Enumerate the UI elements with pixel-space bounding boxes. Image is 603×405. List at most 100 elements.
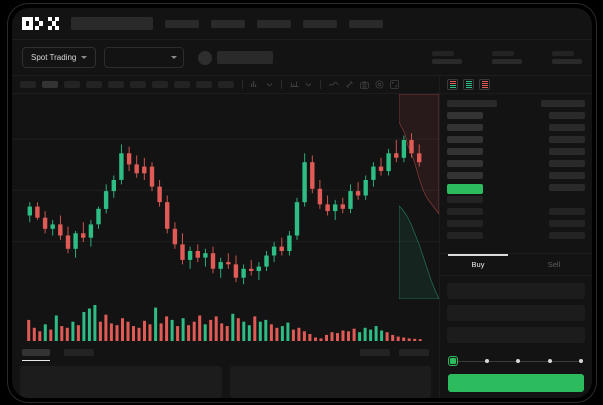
timeframe-button-active[interactable]: [42, 81, 58, 88]
trading-mode-label: Spot Trading: [31, 53, 77, 62]
search-input[interactable]: [71, 17, 153, 30]
stat-label: [552, 51, 574, 56]
magnet-icon[interactable]: [345, 80, 354, 89]
chart-toolbar: [12, 76, 439, 94]
orders-action[interactable]: [360, 348, 390, 356]
depth-chart: [399, 94, 439, 299]
orderbook-row[interactable]: [447, 208, 585, 215]
chevron-down-icon[interactable]: [305, 81, 312, 88]
timeframe-button[interactable]: [130, 81, 146, 88]
orderbook-row[interactable]: [447, 160, 585, 167]
slider-point[interactable]: [547, 359, 552, 363]
settings-icon[interactable]: [375, 80, 384, 89]
app-screen: Spot Trading: [12, 8, 592, 398]
submit-order-button[interactable]: [448, 374, 584, 392]
market-sub-header: Spot Trading: [12, 40, 592, 76]
orderbook-spread-row: [447, 184, 585, 194]
slider-handle-icon[interactable]: [449, 357, 457, 365]
orderbook-both-icon[interactable]: [447, 79, 458, 90]
timeframe-button[interactable]: [86, 81, 102, 88]
slider-points: [449, 357, 583, 365]
chart-panel[interactable]: [12, 94, 439, 342]
app-header: [12, 8, 592, 40]
orders-panels: [12, 362, 439, 398]
main-nav: [165, 19, 383, 28]
active-tab-indicator: [22, 360, 50, 361]
chevron-down-icon: [171, 56, 178, 59]
market-stat: [432, 51, 462, 64]
stat-value: [492, 59, 522, 64]
toolbar-divider: [281, 80, 282, 89]
chevron-down-icon[interactable]: [266, 81, 273, 88]
order-amount-input[interactable]: [447, 305, 585, 321]
orders-tab-label: [64, 348, 94, 356]
order-total-input[interactable]: [447, 327, 585, 343]
orderbook-row[interactable]: [447, 220, 585, 227]
order-form: [440, 276, 592, 350]
okx-logo-icon[interactable]: [22, 17, 59, 30]
nav-item[interactable]: [211, 19, 245, 28]
stat-label: [432, 51, 454, 56]
nav-item[interactable]: [349, 19, 383, 28]
orderbook-row[interactable]: [447, 136, 585, 143]
market-stat: [552, 51, 582, 64]
slider-point[interactable]: [516, 359, 520, 363]
stat-value: [432, 59, 462, 64]
fullscreen-icon[interactable]: [390, 80, 399, 89]
timeframe-button[interactable]: [196, 81, 212, 88]
orderbook-row[interactable]: [447, 148, 585, 155]
volume-chart: [27, 305, 422, 341]
trade-side-tabs: Buy Sell: [440, 254, 592, 276]
orders-tabbar: [12, 342, 439, 362]
orders-action[interactable]: [399, 348, 429, 356]
tab-buy[interactable]: Buy: [471, 260, 485, 269]
nav-item[interactable]: [165, 19, 199, 28]
timeframe-button[interactable]: [218, 81, 234, 88]
nav-item[interactable]: [257, 19, 291, 28]
slider-point[interactable]: [484, 359, 489, 363]
orderbook-row[interactable]: [447, 112, 585, 119]
timeframe-button[interactable]: [20, 81, 36, 88]
orderbook-mode-switcher: [440, 76, 592, 94]
slider-point[interactable]: [579, 359, 583, 363]
orderbook-row[interactable]: [447, 172, 585, 179]
orders-tab-active[interactable]: [22, 342, 50, 362]
market-stats: [432, 51, 582, 64]
pair-avatar: [198, 50, 213, 65]
indicators-icon[interactable]: [251, 81, 260, 88]
camera-icon[interactable]: [360, 80, 369, 89]
toolbar-divider: [242, 80, 243, 89]
pair-selector[interactable]: [104, 47, 185, 68]
compare-icon[interactable]: [290, 81, 299, 88]
line-chart-icon[interactable]: [329, 81, 339, 88]
trading-mode-dropdown[interactable]: Spot Trading: [22, 47, 97, 68]
orderbook-header-row: [447, 100, 585, 107]
orders-tab-actions: [360, 348, 429, 356]
order-price-input[interactable]: [447, 283, 585, 299]
orders-panel[interactable]: [20, 366, 222, 398]
trade-sidebar: Buy Sell: [439, 76, 592, 398]
toolbar-divider: [320, 80, 321, 89]
stat-value: [552, 59, 582, 64]
amount-slider[interactable]: [449, 356, 583, 366]
timeframe-button[interactable]: [108, 81, 124, 88]
order-book[interactable]: [440, 94, 592, 254]
chevron-down-icon: [81, 56, 88, 59]
orderbook-row[interactable]: [447, 196, 585, 203]
timeframe-button[interactable]: [174, 81, 190, 88]
nav-item[interactable]: [303, 19, 337, 28]
orders-panel[interactable]: [229, 366, 431, 398]
orders-tab[interactable]: [64, 342, 94, 362]
orderbook-row[interactable]: [447, 124, 585, 131]
orderbook-row[interactable]: [447, 232, 585, 239]
orderbook-bids-icon[interactable]: [463, 79, 474, 90]
orders-tab-label: [22, 348, 50, 356]
pair-price: [217, 51, 274, 64]
timeframe-button[interactable]: [64, 81, 80, 88]
tab-sell[interactable]: Sell: [547, 260, 561, 269]
candlestick-chart[interactable]: [12, 94, 439, 299]
orderbook-asks-icon[interactable]: [479, 79, 490, 90]
timeframe-button[interactable]: [152, 81, 168, 88]
market-stat: [492, 51, 522, 64]
active-tab-indicator: [448, 254, 508, 256]
